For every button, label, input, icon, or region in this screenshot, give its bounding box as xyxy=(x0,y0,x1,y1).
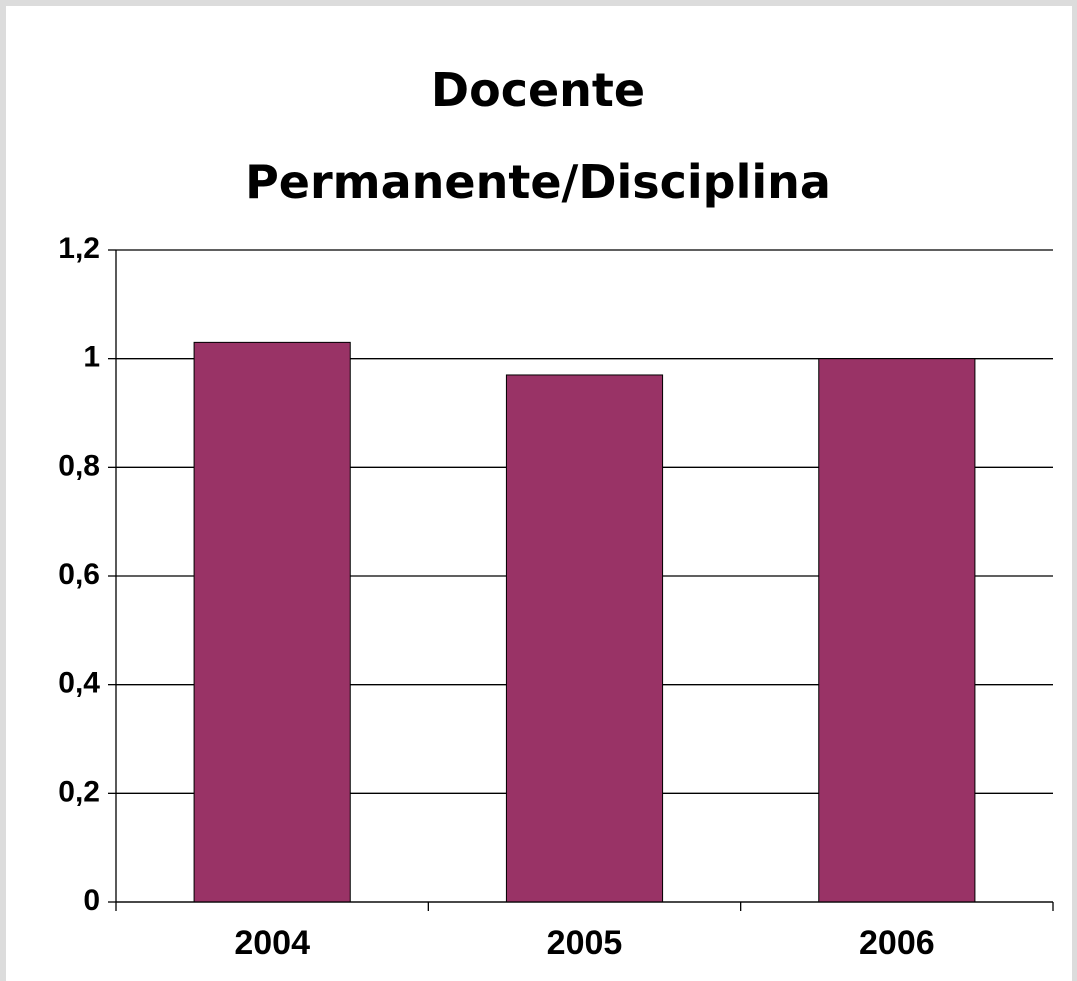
chart-title: Docente Permanente/Disciplina xyxy=(245,63,831,209)
x-tick-label: 2006 xyxy=(859,924,935,962)
y-tick-label: 1 xyxy=(83,341,100,374)
x-tick-label: 2004 xyxy=(234,924,310,962)
bar xyxy=(193,341,351,903)
y-tick-label: 0,4 xyxy=(58,667,100,700)
y-tick-label: 0,6 xyxy=(58,558,100,591)
y-tick-label: 0 xyxy=(83,884,100,917)
bar xyxy=(505,374,664,903)
x-tick-label: 2005 xyxy=(547,924,623,962)
y-tick-label: 1,2 xyxy=(58,232,100,265)
y-tick-label: 0,2 xyxy=(58,775,100,808)
y-tick-label: 0,8 xyxy=(58,449,100,482)
bar xyxy=(818,358,976,903)
